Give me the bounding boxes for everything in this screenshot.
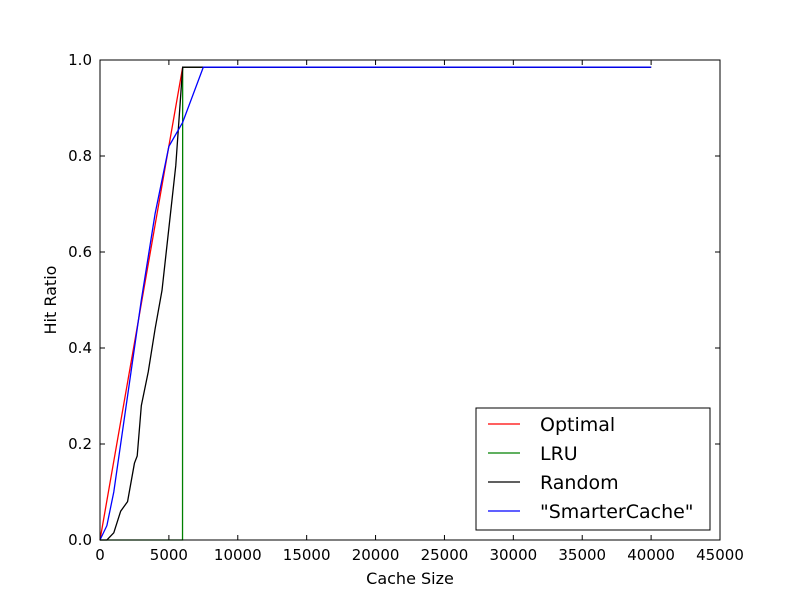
legend-label-smartercache: "SmarterCache": [540, 501, 694, 523]
x-tick-label: 30000: [489, 546, 537, 564]
x-tick-label: 45000: [696, 546, 744, 564]
x-tick-label: 15000: [283, 546, 331, 564]
y-tick-label: 0.6: [68, 243, 92, 261]
legend: Optimal LRU Random "SmarterCache": [475, 407, 711, 531]
x-tick-label: 10000: [214, 546, 262, 564]
y-tick-label: 0.0: [68, 531, 92, 549]
plot-frame: [99, 59, 721, 541]
y-axis-label: Hit Ratio: [41, 266, 60, 335]
legend-label-random: Random: [540, 472, 619, 494]
x-tick-label: 35000: [558, 546, 606, 564]
legend-label-lru: LRU: [540, 443, 578, 465]
y-tick-label: 0.8: [68, 147, 92, 165]
series-line-random: [100, 66, 652, 541]
x-tick-label: 40000: [627, 546, 675, 564]
y-tick-label: 0.2: [68, 435, 92, 453]
tick-layer: 0 5000 10000 15000 20000 25000 30000 35000 40000…: [68, 51, 744, 564]
x-tick-label: 5000: [150, 546, 188, 564]
y-tick-label: 1.0: [68, 51, 92, 69]
series-line-smartercache: [99, 66, 652, 541]
x-tick-label: 20000: [352, 546, 400, 564]
x-axis-label: Cache Size: [366, 569, 454, 588]
legend-box: [475, 407, 711, 531]
legend-label-optimal: Optimal: [540, 414, 615, 436]
x-tick-label: 25000: [421, 546, 469, 564]
y-tick-label: 0.4: [68, 339, 92, 357]
x-tick-label: 0: [95, 546, 105, 564]
